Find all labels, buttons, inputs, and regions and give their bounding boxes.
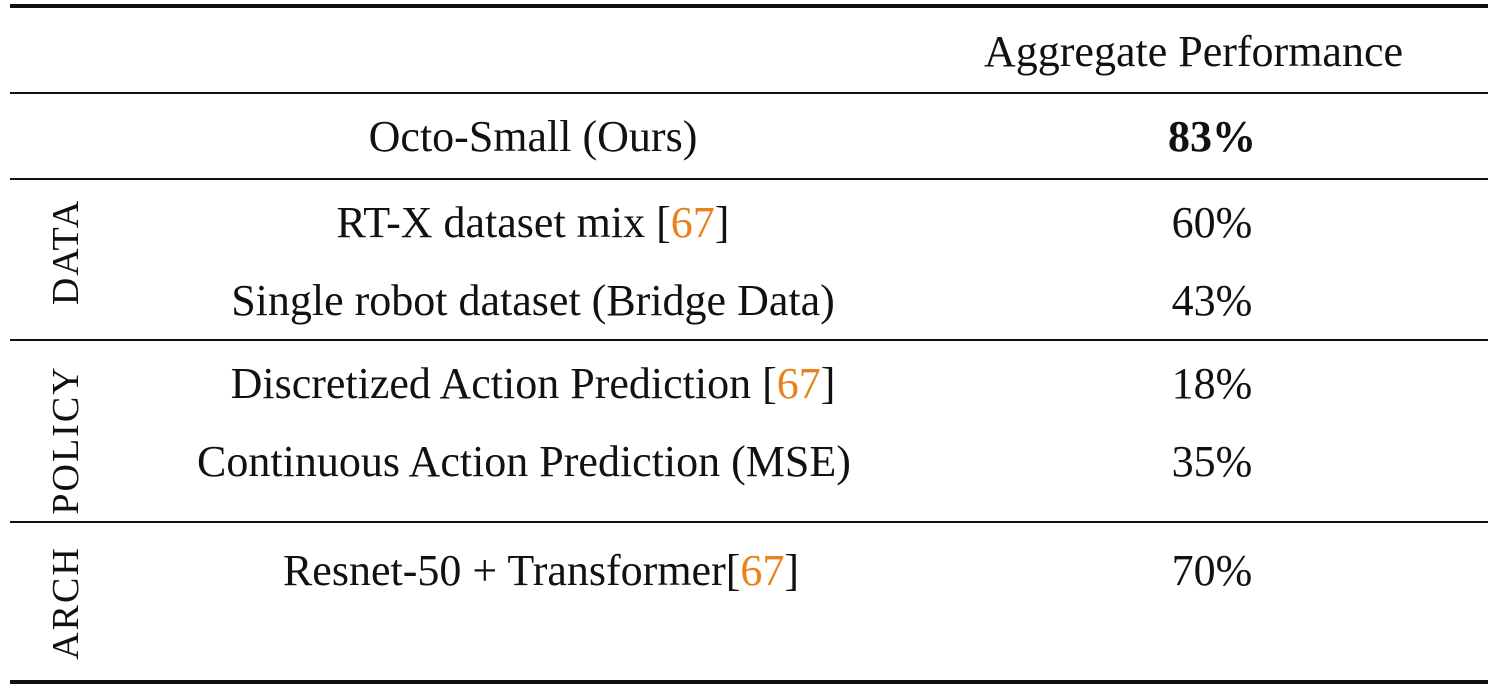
policy-row-1-text-end: ] xyxy=(820,359,836,408)
arch-row-1-text-end: ] xyxy=(784,546,800,595)
policy-row-1-text: Discretized Action Prediction [ xyxy=(230,359,777,408)
metric-column-header: Aggregate Performance xyxy=(984,27,1404,76)
arch-row-1-text: Resnet-50 + Transformer[ xyxy=(282,546,741,595)
data-row-2-value: 43% xyxy=(1171,276,1253,325)
policy-group-rule xyxy=(10,521,1488,523)
table-bottom-rule xyxy=(10,680,1488,684)
policy-row-1-method: Discretized Action Prediction [67] xyxy=(231,362,836,406)
policy-row-2-value: 35% xyxy=(1171,437,1253,486)
group-label-policy: POLICY xyxy=(45,365,87,515)
policy-row-1-value: 18% xyxy=(1171,359,1253,408)
ours-rule xyxy=(10,178,1488,180)
policy-row-1-citation[interactable]: 67 xyxy=(776,359,821,408)
header-rule xyxy=(10,92,1488,94)
policy-row-2-method: Continuous Action Prediction (MSE) xyxy=(197,440,851,484)
data-group-rule xyxy=(10,339,1488,341)
arch-row-1-method: Resnet-50 + Transformer[67] xyxy=(283,549,799,593)
data-row-1-text: RT-X dataset mix [ xyxy=(336,198,671,247)
group-label-data: DATA xyxy=(45,198,87,306)
data-row-1-value: 60% xyxy=(1171,198,1253,247)
group-label-arch: ARCH xyxy=(45,546,87,660)
arch-row-1-citation[interactable]: 67 xyxy=(740,546,785,595)
data-row-1-text-end: ] xyxy=(714,198,730,247)
policy-row-2-text: Continuous Action Prediction (MSE) xyxy=(197,437,851,486)
data-row-1-citation[interactable]: 67 xyxy=(670,198,715,247)
ours-value-cell: 83% xyxy=(1168,112,1256,161)
data-row-2-text: Single robot dataset (Bridge Data) xyxy=(231,276,835,325)
data-row-1-method: RT-X dataset mix [67] xyxy=(337,201,730,245)
table-top-rule xyxy=(10,4,1488,8)
arch-row-1-value: 70% xyxy=(1171,546,1253,595)
data-row-2-method: Single robot dataset (Bridge Data) xyxy=(231,279,835,323)
ours-method-cell: Octo-Small (Ours) xyxy=(368,112,698,161)
